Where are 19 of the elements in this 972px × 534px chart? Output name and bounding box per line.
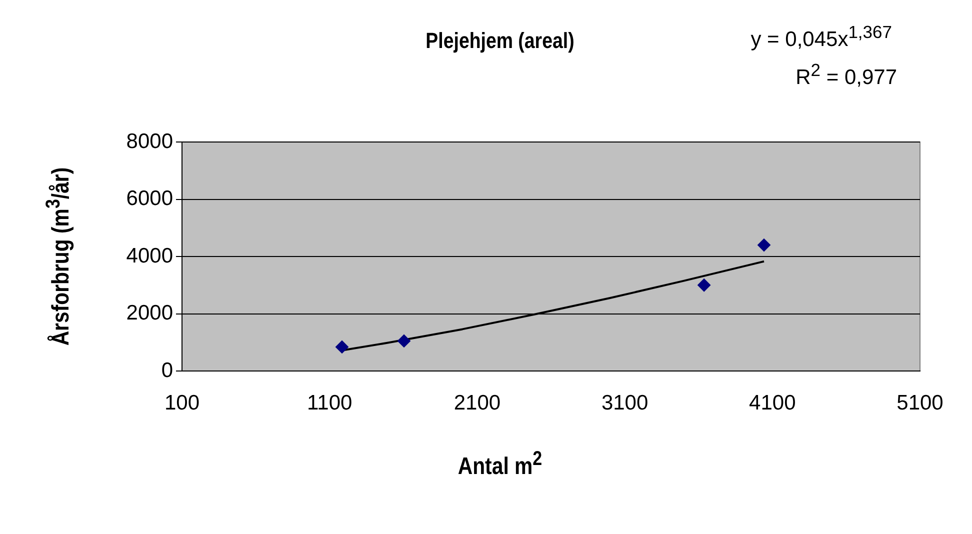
y-tick-label: 2000 (126, 302, 173, 325)
x-axis-title: Antal m$^{2}$ (456, 448, 544, 481)
x-tick-label: 3100 (601, 391, 648, 414)
y-tick-label: 4000 (126, 244, 173, 268)
text: y = 0,045x$^{1,367}$ (750, 22, 892, 52)
y-tick-label: 0 (161, 358, 173, 382)
text: R$^{2}$ = 0,977 (796, 60, 897, 90)
chart-title: Plejehjem (areal) (424, 28, 576, 54)
y-tick-label: 8000 (126, 130, 173, 153)
x-tick-label: 4100 (749, 391, 796, 414)
point (397, 334, 410, 348)
x-tick-label: 100 (164, 391, 200, 414)
x-tick-label: 2100 (454, 391, 501, 414)
point (698, 278, 711, 292)
x-tick-label: 1100 (307, 391, 352, 414)
point (336, 340, 348, 354)
x-tick-label: 5100 (896, 391, 944, 414)
y-tick-label: 6000 (126, 187, 173, 210)
point (757, 238, 770, 252)
